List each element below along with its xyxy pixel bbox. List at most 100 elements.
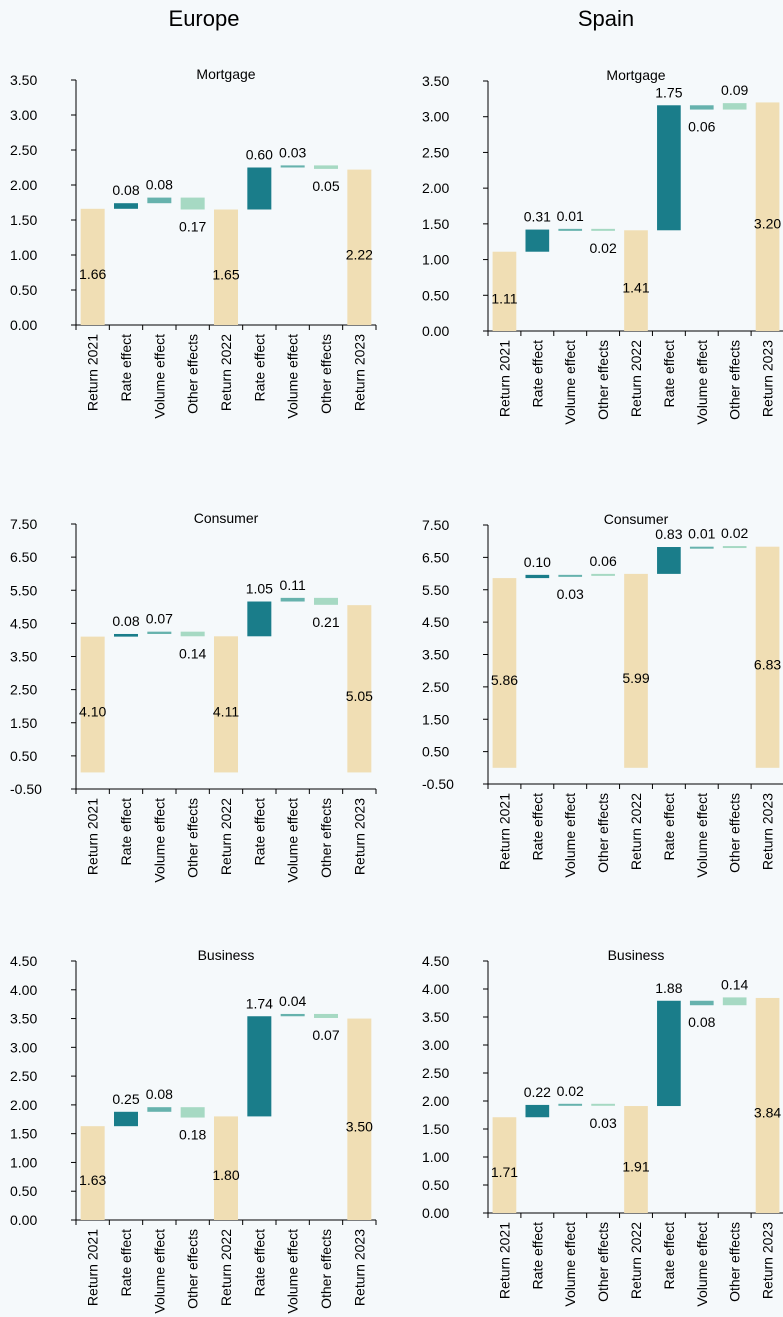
bar-return-2022-4 <box>624 1106 648 1213</box>
y-tick-label: 1.00 <box>10 247 37 263</box>
category-label: Return 2021 <box>85 334 101 411</box>
data-label: 0.11 <box>280 577 306 593</box>
category-label: Volume effect <box>285 798 301 883</box>
chart-europe-consumer: Consumer -0.50 0.50 1.50 2.50 3.50 4.50 5.50 6.5… <box>10 510 377 883</box>
chart-title: Mortgage <box>196 66 255 82</box>
y-tick-label: 3.00 <box>422 109 449 125</box>
data-label: 0.05 <box>312 178 339 194</box>
y-tick-label: 3.50 <box>10 649 37 665</box>
y-tick-label: 6.50 <box>422 549 449 565</box>
bar-rate-effect-1 <box>114 203 138 209</box>
data-label: 0.02 <box>589 240 616 256</box>
data-label: 0.02 <box>557 1083 584 1099</box>
category-label: Volume effect <box>151 1229 167 1314</box>
category-label: Other effects <box>727 1222 743 1302</box>
bar-volume-effect-2 <box>147 197 172 204</box>
bar-other-effects-7 <box>722 103 747 110</box>
bar-return-2022-4 <box>214 209 238 325</box>
category-label: Rate effect <box>661 1222 677 1290</box>
y-tick-label: 0.50 <box>10 748 37 764</box>
y-tick-label: 3.00 <box>422 1037 449 1053</box>
data-label: 0.22 <box>524 1084 551 1100</box>
category-label: Return 2022 <box>218 1229 234 1306</box>
y-tick-label: 0.00 <box>422 1205 449 1221</box>
y-tick-label: 2.50 <box>10 1068 37 1084</box>
bar-return-2022-4 <box>214 1116 238 1220</box>
bar-return-2021-0 <box>492 251 517 331</box>
data-label: 1.71 <box>491 1164 518 1180</box>
y-tick-label: 2.00 <box>10 177 37 193</box>
bar-return-2022-4 <box>624 573 648 768</box>
y-tick-label: 0.50 <box>422 744 449 760</box>
bar-volume-effect-2 <box>558 1103 583 1106</box>
y-tick-label: 1.00 <box>422 1149 449 1165</box>
category-label: Return 2022 <box>628 340 644 417</box>
bar-return-2021-0 <box>80 208 105 325</box>
category-label: Return 2023 <box>760 340 776 417</box>
y-tick-label: 2.00 <box>422 180 449 196</box>
category-label: Other effects <box>727 793 743 873</box>
category-label: Volume effect <box>562 793 578 878</box>
data-label: 1.63 <box>79 1172 106 1188</box>
y-tick-label: 1.50 <box>422 1121 449 1137</box>
data-label: 0.07 <box>312 1027 339 1043</box>
category-label: Volume effect <box>151 798 167 883</box>
bar-rate-effect-5 <box>657 547 681 574</box>
y-tick-label: 2.50 <box>10 682 37 698</box>
y-tick-label: 3.00 <box>10 1039 37 1055</box>
category-label: Rate effect <box>529 793 545 861</box>
y-tick-label: 0.50 <box>10 282 37 298</box>
bar-return-2023-8 <box>755 546 780 768</box>
y-tick-label: -0.50 <box>422 776 454 792</box>
category-label: Volume effect <box>285 1229 301 1314</box>
y-tick-label: 7.50 <box>10 516 37 532</box>
data-label: 1.75 <box>655 84 682 100</box>
category-label: Rate effect <box>118 1229 134 1297</box>
chart-spain-consumer: Consumer -0.50 0.50 1.50 2.50 3.50 4.50 5.50 6.5… <box>422 511 783 878</box>
data-label: 1.80 <box>212 1167 239 1183</box>
chart-title: Business <box>198 947 255 963</box>
y-tick-label: 4.00 <box>422 981 449 997</box>
data-label: 5.05 <box>346 688 373 704</box>
bar-return-2022-4 <box>214 636 238 773</box>
bar-other-effects-7 <box>314 597 338 605</box>
bar-volume-effect-6 <box>280 597 305 602</box>
data-label: 0.14 <box>179 645 206 661</box>
y-tick-label: 1.50 <box>422 711 449 727</box>
bar-other-effects-3 <box>591 1103 615 1106</box>
bar-other-effects-3 <box>591 228 615 231</box>
category-label: Rate effect <box>529 1222 545 1290</box>
bar-rate-effect-1 <box>114 1111 138 1127</box>
y-tick-label: 1.50 <box>10 1126 37 1142</box>
category-label: Rate effect <box>251 1229 267 1297</box>
chart-europe-mortgage: Mortgage 0.00 0.50 1.00 1.50 2.00 2.50 3.00 3.50… <box>10 66 377 419</box>
y-tick-label: 1.50 <box>10 715 37 731</box>
y-tick-label: 3.00 <box>10 107 37 123</box>
y-tick-label: 2.50 <box>422 679 449 695</box>
bar-rate-effect-5 <box>247 1016 272 1117</box>
category-label: Other effects <box>318 334 334 414</box>
bar-other-effects-3 <box>591 573 615 576</box>
data-label: 0.01 <box>688 526 715 542</box>
category-label: Return 2021 <box>496 1222 512 1299</box>
y-tick-label: 0.00 <box>10 317 37 333</box>
category-label: Rate effect <box>661 793 677 861</box>
bar-return-2023-8 <box>755 997 780 1213</box>
bar-rate-effect-5 <box>247 601 272 637</box>
data-label: 1.66 <box>79 266 106 282</box>
category-label: Other effects <box>595 1222 611 1302</box>
data-label: 2.22 <box>346 246 373 262</box>
bar-volume-effect-6 <box>689 546 714 549</box>
y-tick-label: 0.50 <box>422 1177 449 1193</box>
bar-other-effects-3 <box>180 631 205 637</box>
category-label: Return 2023 <box>760 793 776 870</box>
data-label: 0.08 <box>112 613 139 629</box>
data-label: 1.91 <box>622 1159 649 1175</box>
y-tick-label: 2.00 <box>10 1097 37 1113</box>
data-label: 0.01 <box>557 208 584 224</box>
category-label: Return 2021 <box>85 1229 101 1306</box>
category-label: Return 2021 <box>496 793 512 870</box>
category-label: Other effects <box>595 793 611 873</box>
bar-other-effects-7 <box>722 546 747 549</box>
bar-other-effects-3 <box>180 1107 205 1118</box>
